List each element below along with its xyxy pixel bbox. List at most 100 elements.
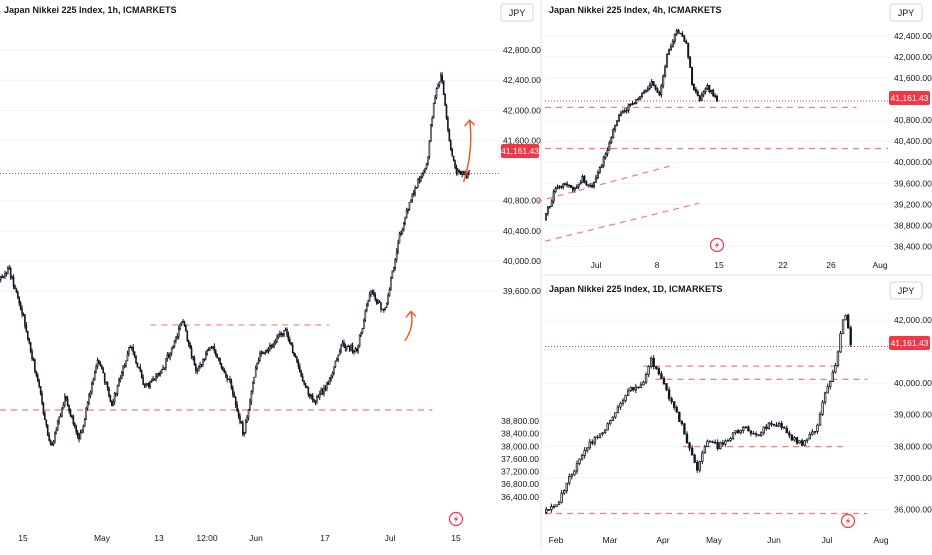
candle — [210, 345, 213, 349]
candle — [388, 287, 391, 297]
candle — [788, 430, 791, 439]
candle — [130, 346, 133, 351]
candle — [711, 440, 714, 444]
candle — [652, 355, 655, 370]
candle — [22, 312, 25, 317]
trend-line[interactable] — [544, 202, 700, 242]
candle — [608, 140, 611, 151]
candle — [623, 108, 626, 114]
candle — [644, 89, 647, 94]
candle — [189, 342, 191, 349]
candle — [287, 331, 290, 342]
candle — [468, 170, 471, 175]
candle — [276, 334, 278, 344]
candle — [451, 147, 453, 157]
candle — [125, 360, 127, 368]
candle — [598, 166, 601, 174]
candle — [639, 95, 642, 101]
candle — [68, 404, 70, 414]
candle — [611, 416, 614, 422]
panel-4h-title: Japan Nikkei 225 Index, 4h, ICMARKETS — [549, 5, 722, 15]
candle — [146, 382, 149, 386]
candle — [347, 344, 350, 348]
y-tick-label: 40,800.00 — [894, 115, 932, 125]
candle — [328, 376, 331, 385]
candle — [647, 365, 650, 378]
candle — [213, 343, 216, 354]
trend-line[interactable] — [536, 164, 675, 203]
candle — [383, 308, 385, 313]
panel-1d-currency-badge[interactable]: JPY — [889, 281, 923, 300]
candle — [575, 184, 578, 189]
candle — [290, 342, 293, 346]
candle — [703, 444, 707, 454]
candle — [626, 388, 630, 396]
candle — [192, 356, 194, 361]
candle — [783, 425, 786, 429]
candle — [182, 318, 184, 323]
arrow-annotation[interactable] — [404, 310, 417, 342]
candle — [691, 66, 694, 86]
candle — [156, 373, 159, 379]
candle — [577, 183, 580, 190]
candle — [333, 366, 335, 376]
panel-1h[interactable]: Japan Nikkei 225 Index, 1h, ICMARKETS 39… — [0, 3, 541, 543]
candle — [425, 162, 428, 170]
candle — [321, 388, 324, 396]
candle — [398, 231, 401, 244]
candle — [212, 346, 214, 350]
candle — [270, 344, 273, 350]
candle — [683, 34, 686, 43]
candle — [765, 424, 768, 431]
panel-1d[interactable]: Japan Nikkei 225 Index, 1D, ICMARKETS 36… — [501, 281, 932, 545]
x-tick-label: Feb — [549, 535, 564, 545]
candle — [317, 394, 320, 398]
candle — [586, 447, 589, 453]
candle — [76, 429, 79, 439]
candle — [207, 347, 210, 352]
candle — [123, 363, 126, 369]
candle — [560, 185, 563, 190]
candle — [348, 345, 351, 353]
y-tick-label: 41,600.00 — [894, 73, 932, 83]
candle — [839, 330, 842, 353]
candle — [462, 170, 465, 176]
flash-icon[interactable] — [840, 513, 856, 529]
y-tick-label-left: 36,400.00 — [501, 492, 539, 502]
candle — [286, 327, 288, 338]
candle — [798, 440, 801, 444]
candle — [162, 364, 164, 370]
candle — [261, 351, 264, 355]
candle — [687, 42, 690, 60]
candle — [596, 434, 599, 440]
panel-4h-currency-badge[interactable]: JPY — [889, 3, 923, 22]
arrow-annotation[interactable] — [462, 119, 476, 183]
candle — [400, 230, 402, 237]
candle — [696, 459, 699, 473]
y-tick-label: 42,800.00 — [503, 45, 541, 55]
panel-1h-currency-badge[interactable]: JPY — [500, 3, 534, 22]
candle — [648, 82, 651, 91]
panel-1h-price-text: 41,161.43 — [501, 146, 539, 156]
candle — [641, 92, 644, 99]
candle — [75, 424, 77, 435]
y-tick-label: 42,000.00 — [894, 52, 932, 62]
candle — [417, 177, 419, 188]
candle — [739, 429, 742, 435]
candle — [621, 398, 625, 406]
candle — [358, 334, 361, 348]
candle — [545, 506, 548, 515]
candle — [612, 127, 615, 139]
candle — [160, 368, 163, 375]
candle — [397, 239, 399, 255]
candle — [441, 72, 444, 85]
candle — [432, 102, 435, 119]
candle — [229, 375, 231, 384]
candle — [696, 89, 699, 97]
flash-icon[interactable] — [709, 237, 725, 253]
flash-icon[interactable] — [448, 511, 464, 527]
candle — [826, 383, 829, 394]
candle — [557, 500, 561, 506]
panel-4h[interactable]: Japan Nikkei 225 Index, 4h, ICMARKETS 38… — [536, 3, 932, 270]
